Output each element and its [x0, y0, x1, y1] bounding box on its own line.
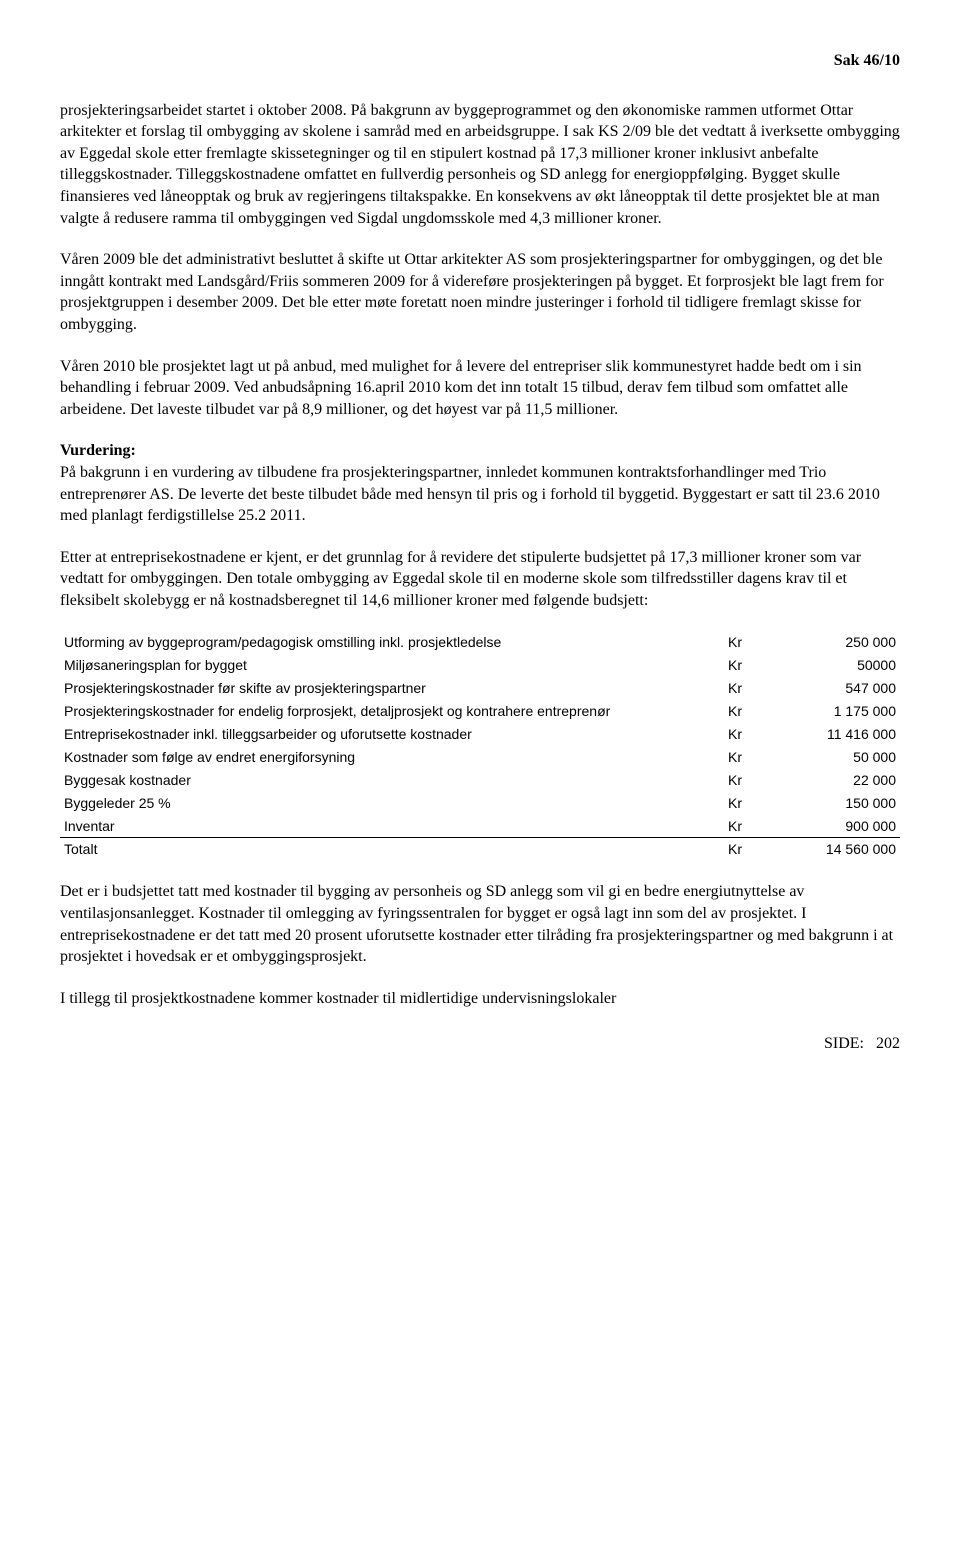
budget-desc: Prosjekteringskostnader for endelig forp…	[60, 700, 724, 723]
budget-unit: Kr	[724, 746, 772, 769]
paragraph-3: Våren 2010 ble prosjektet lagt ut på anb…	[60, 356, 900, 421]
budget-total-amount: 14 560 000	[772, 838, 900, 861]
table-row: Kostnader som følge av endret energifors…	[60, 746, 900, 769]
budget-desc: Miljøsaneringsplan for bygget	[60, 654, 724, 677]
budget-desc: Byggeleder 25 %	[60, 792, 724, 815]
budget-unit: Kr	[724, 815, 772, 838]
budget-unit: Kr	[724, 631, 772, 654]
budget-table: Utforming av byggeprogram/pedagogisk oms…	[60, 631, 900, 861]
budget-amount: 50000	[772, 654, 900, 677]
budget-unit: Kr	[724, 792, 772, 815]
vurdering-paragraph: Vurdering: På bakgrunn i en vurdering av…	[60, 440, 900, 526]
budget-amount: 150 000	[772, 792, 900, 815]
budget-unit: Kr	[724, 769, 772, 792]
case-reference: Sak 46/10	[60, 50, 900, 72]
budget-amount: 250 000	[772, 631, 900, 654]
budget-amount: 22 000	[772, 769, 900, 792]
table-row-total: TotaltKr14 560 000	[60, 838, 900, 861]
page-number: 202	[876, 1035, 900, 1052]
budget-unit: Kr	[724, 700, 772, 723]
page-footer: SIDE: 202	[60, 1033, 900, 1055]
budget-unit: Kr	[724, 677, 772, 700]
table-row: InventarKr900 000	[60, 815, 900, 838]
budget-table-body: Utforming av byggeprogram/pedagogisk oms…	[60, 631, 900, 861]
table-row: Prosjekteringskostnader før skifte av pr…	[60, 677, 900, 700]
table-row: Entreprisekostnader inkl. tilleggsarbeid…	[60, 723, 900, 746]
paragraph-1: prosjekteringsarbeidet startet i oktober…	[60, 100, 900, 230]
budget-amount: 1 175 000	[772, 700, 900, 723]
paragraph-2: Våren 2009 ble det administrativt beslut…	[60, 249, 900, 335]
budget-unit: Kr	[724, 838, 772, 861]
page-label: SIDE:	[824, 1035, 864, 1052]
budget-desc: Inventar	[60, 815, 724, 838]
budget-desc: Byggesak kostnader	[60, 769, 724, 792]
budget-desc: Entreprisekostnader inkl. tilleggsarbeid…	[60, 723, 724, 746]
paragraph-4: På bakgrunn i en vurdering av tilbudene …	[60, 464, 880, 524]
table-row: Prosjekteringskostnader for endelig forp…	[60, 700, 900, 723]
paragraph-5: Etter at entreprisekostnadene er kjent, …	[60, 547, 900, 612]
table-row: Byggeleder 25 %Kr150 000	[60, 792, 900, 815]
budget-total-desc: Totalt	[60, 838, 724, 861]
vurdering-label: Vurdering:	[60, 442, 136, 459]
table-row: Byggesak kostnaderKr22 000	[60, 769, 900, 792]
budget-amount: 547 000	[772, 677, 900, 700]
paragraph-6: Det er i budsjettet tatt med kostnader t…	[60, 881, 900, 967]
budget-desc: Prosjekteringskostnader før skifte av pr…	[60, 677, 724, 700]
table-row: Miljøsaneringsplan for byggetKr50000	[60, 654, 900, 677]
budget-desc: Utforming av byggeprogram/pedagogisk oms…	[60, 631, 724, 654]
table-row: Utforming av byggeprogram/pedagogisk oms…	[60, 631, 900, 654]
budget-amount: 11 416 000	[772, 723, 900, 746]
budget-amount: 50 000	[772, 746, 900, 769]
paragraph-7: I tillegg til prosjektkostnadene kommer …	[60, 988, 900, 1010]
budget-unit: Kr	[724, 723, 772, 746]
budget-amount: 900 000	[772, 815, 900, 838]
budget-unit: Kr	[724, 654, 772, 677]
budget-desc: Kostnader som følge av endret energifors…	[60, 746, 724, 769]
